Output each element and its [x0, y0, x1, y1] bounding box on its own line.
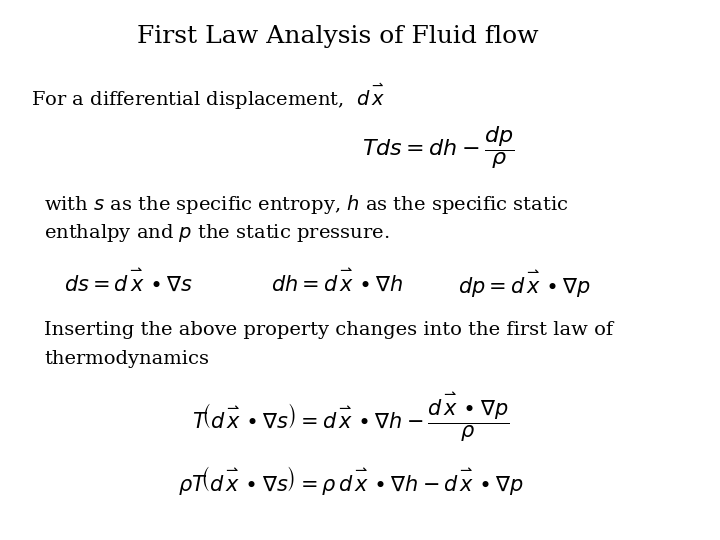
- Text: $Tds = dh - \dfrac{dp}{\rho}$: $Tds = dh - \dfrac{dp}{\rho}$: [361, 124, 514, 171]
- Text: thermodynamics: thermodynamics: [44, 350, 210, 368]
- Text: enthalpy and $p$ the static pressure.: enthalpy and $p$ the static pressure.: [44, 222, 390, 244]
- Text: $ds = d\overset{\rightharpoonup}{x} \bullet \nabla s$: $ds = d\overset{\rightharpoonup}{x} \bul…: [64, 267, 193, 295]
- Text: $\rho T\!\left(d\overset{\rightharpoonup}{x} \bullet \nabla s\right) = \rho\, d\: $\rho T\!\left(d\overset{\rightharpoonup…: [178, 464, 524, 497]
- Text: Inserting the above property changes into the first law of: Inserting the above property changes int…: [44, 321, 613, 339]
- Text: with $s$ as the specific entropy, $h$ as the specific static: with $s$ as the specific entropy, $h$ as…: [44, 193, 569, 216]
- Text: $dp = d\overset{\rightharpoonup}{x} \bullet \nabla p$: $dp = d\overset{\rightharpoonup}{x} \bul…: [458, 267, 590, 300]
- Text: For a differential displacement,  $d\overset{\rightharpoonup}{x}$: For a differential displacement, $d\over…: [31, 81, 385, 112]
- Text: $T\!\left(d\overset{\rightharpoonup}{x} \bullet \nabla s\right) = d\overset{\rig: $T\!\left(d\overset{\rightharpoonup}{x} …: [192, 390, 510, 444]
- Text: First Law Analysis of Fluid flow: First Law Analysis of Fluid flow: [137, 25, 539, 49]
- Text: $dh = d\overset{\rightharpoonup}{x} \bullet \nabla h$: $dh = d\overset{\rightharpoonup}{x} \bul…: [271, 267, 403, 295]
